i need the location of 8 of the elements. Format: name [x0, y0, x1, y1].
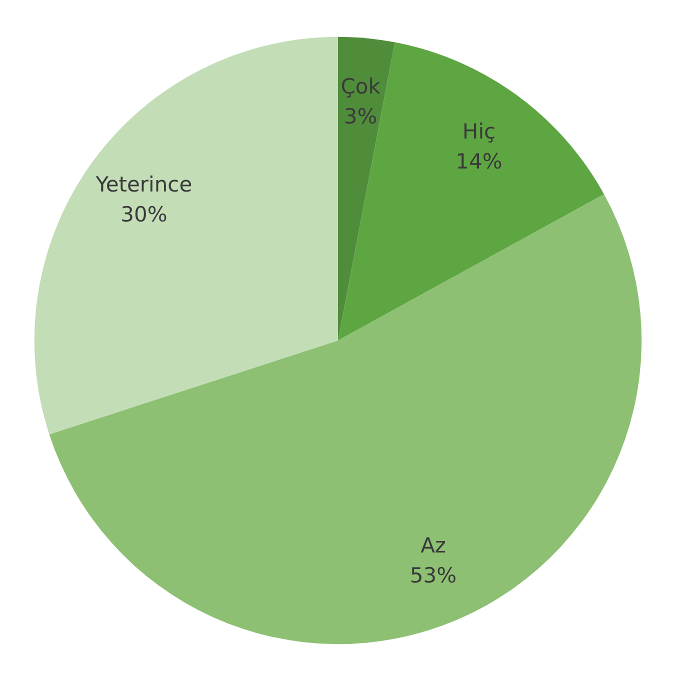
data-label: 3% — [344, 104, 378, 129]
data-label: 53% — [410, 564, 457, 588]
slice-label: Hiç — [462, 119, 496, 144]
slice-label: Yeterince — [94, 172, 192, 197]
data-label: 14% — [456, 149, 502, 174]
data-label: 30% — [120, 202, 168, 227]
slice-label: Az — [420, 534, 446, 558]
slice-label: Çok — [340, 74, 382, 99]
